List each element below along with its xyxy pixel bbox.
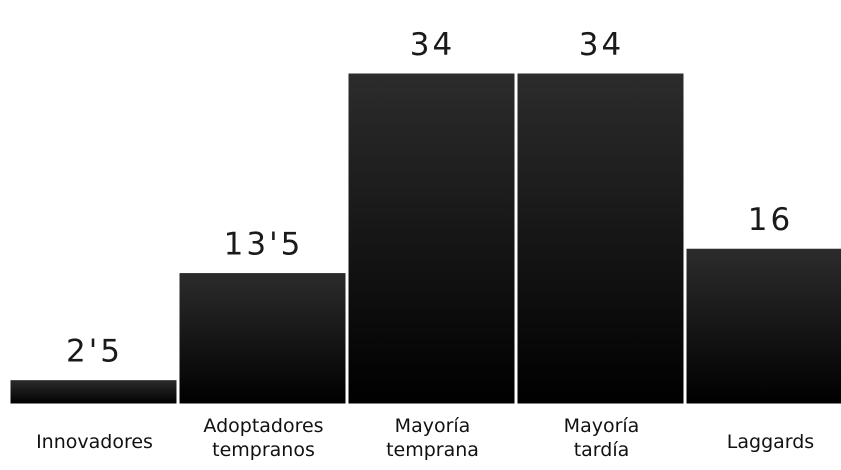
- category-label-4: Mayoría tardía: [564, 415, 640, 461]
- category-label-2: Adoptadores tempranos: [203, 415, 323, 461]
- category-label-5: Laggards: [727, 431, 814, 453]
- bar-5: [685, 247, 841, 405]
- bars-layer: [9, 72, 841, 405]
- bar-value-label-1: 2'5: [66, 334, 123, 370]
- bar-value-label-3: 34: [410, 27, 455, 63]
- bar-value-label-5: 16: [748, 202, 793, 238]
- bar-3: [347, 72, 516, 405]
- category-label-3: Mayoría temprana: [386, 415, 479, 461]
- bar-value-label-4: 34: [579, 27, 624, 63]
- category-label-1: Innovadores: [36, 431, 153, 453]
- bar-1: [9, 379, 178, 405]
- value-labels-layer: 2'5 13'5 34 34 16: [66, 27, 793, 370]
- category-labels-layer: Innovadores Adoptadores tempranos Mayoría te…: [36, 415, 814, 461]
- bar-2: [178, 272, 347, 405]
- bar-4: [516, 72, 685, 405]
- bar-value-label-2: 13'5: [224, 227, 304, 263]
